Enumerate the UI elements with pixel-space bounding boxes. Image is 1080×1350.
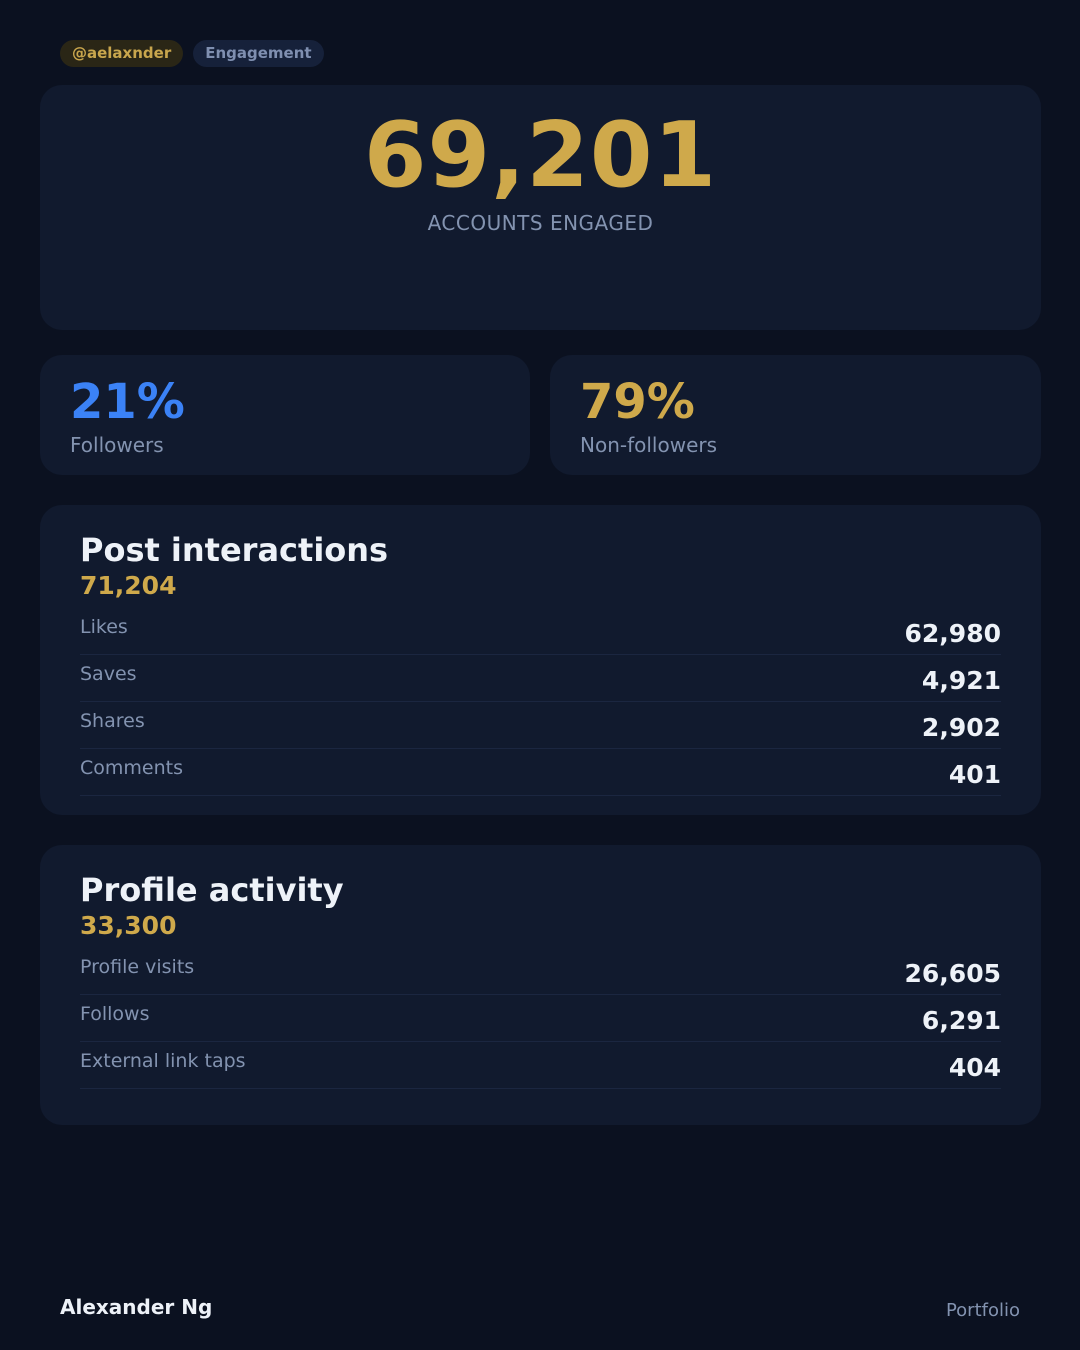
- saves-value: 4,921: [921, 666, 1001, 695]
- profile-visits-value: 26,605: [904, 959, 1001, 988]
- profile-activity-title: Profile activity: [80, 871, 344, 909]
- header-chips: @aelaxnder Engagement: [60, 40, 324, 67]
- comments-label: Comments: [80, 757, 183, 779]
- comments-value: 401: [948, 760, 1001, 789]
- accounts-engaged-value: 69,201: [363, 103, 718, 208]
- profile-activity-total: 33,300: [80, 911, 177, 940]
- shares-label: Shares: [80, 710, 145, 732]
- followers-percent: 21%: [70, 374, 185, 430]
- post-interactions-title: Post interactions: [80, 531, 389, 569]
- likes-value: 62,980: [904, 619, 1001, 648]
- profile-activity-card: Profile activity 33,300 Profile visits 2…: [40, 845, 1041, 1125]
- list-item: Follows 6,291: [80, 995, 1001, 1042]
- list-item: Shares 2,902: [80, 702, 1001, 749]
- non-followers-card: 79% Non-followers: [550, 355, 1041, 475]
- portfolio-link[interactable]: Portfolio: [945, 1300, 1020, 1321]
- profile-visits-label: Profile visits: [80, 956, 195, 978]
- saves-label: Saves: [80, 663, 137, 685]
- external-link-taps-value: 404: [948, 1053, 1001, 1082]
- list-item: Likes 62,980: [80, 608, 1001, 655]
- post-interactions-card: Post interactions 71,204 Likes 62,980 Sa…: [40, 505, 1041, 815]
- follows-value: 6,291: [921, 1006, 1001, 1035]
- accounts-engaged-card: 69,201 ACCOUNTS ENGAGED: [40, 85, 1041, 330]
- footer-author-name: Alexander Ng: [60, 1295, 213, 1319]
- section-chip[interactable]: Engagement: [193, 40, 324, 67]
- accounts-engaged-label: ACCOUNTS ENGAGED: [427, 211, 654, 235]
- followers-card: 21% Followers: [40, 355, 530, 475]
- handle-chip[interactable]: @aelaxnder: [60, 40, 184, 67]
- external-link-taps-label: External link taps: [80, 1050, 246, 1072]
- shares-value: 2,902: [921, 713, 1001, 742]
- non-followers-percent: 79%: [580, 374, 695, 430]
- non-followers-label: Non-followers: [580, 433, 718, 457]
- list-item: Saves 4,921: [80, 655, 1001, 702]
- list-item: Profile visits 26,605: [80, 948, 1001, 995]
- follows-label: Follows: [80, 1003, 150, 1025]
- followers-label: Followers: [70, 433, 164, 457]
- post-interactions-total: 71,204: [80, 571, 177, 600]
- post-interactions-list: Likes 62,980 Saves 4,921 Shares 2,902 Co…: [80, 608, 1001, 796]
- list-item: External link taps 404: [80, 1042, 1001, 1089]
- list-item: Comments 401: [80, 749, 1001, 796]
- likes-label: Likes: [80, 616, 128, 638]
- profile-activity-list: Profile visits 26,605 Follows 6,291 Exte…: [80, 948, 1001, 1089]
